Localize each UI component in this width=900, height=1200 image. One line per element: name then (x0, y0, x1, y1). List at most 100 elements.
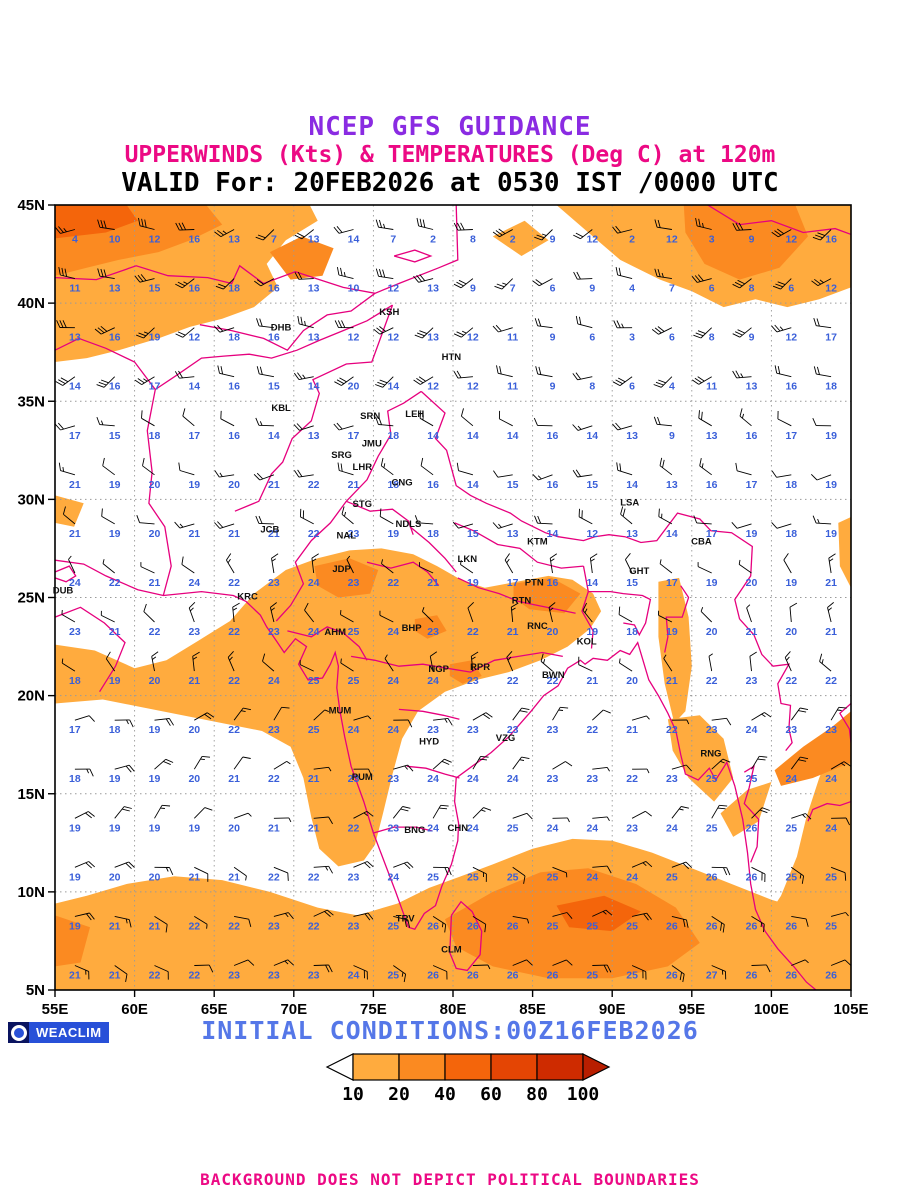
temp-value: 10 (348, 283, 360, 295)
chart-subtitle: UPPERWINDS (Kts) & TEMPERATURES (Deg C) … (124, 142, 776, 168)
temp-value: 23 (467, 675, 479, 687)
wind-barb (731, 522, 752, 529)
temp-value: 21 (507, 626, 519, 638)
temp-value: 25 (547, 871, 559, 883)
wind-barb (193, 807, 213, 819)
temp-value: 12 (785, 234, 797, 246)
colorbar-segment (490, 1053, 538, 1081)
wind-barb (498, 410, 513, 427)
temp-value: 19 (149, 773, 161, 785)
wind-barb (255, 417, 274, 427)
temp-value: 26 (507, 920, 519, 932)
temp-value: 20 (626, 675, 638, 687)
temp-value: 23 (308, 970, 320, 982)
temp-value: 21 (308, 822, 320, 834)
temp-value: 7 (271, 234, 277, 246)
temp-value: 21 (825, 577, 837, 589)
temp-value: 14 (69, 381, 81, 393)
temp-value: 24 (188, 577, 200, 589)
wind-barb (751, 755, 768, 770)
wind-barb (771, 228, 792, 238)
temp-value: 20 (109, 871, 121, 883)
temperature-colorbar: 10 20 40 60 80 100 (325, 1053, 611, 1105)
temp-value: 23 (746, 675, 758, 687)
temp-value: 24 (348, 970, 360, 982)
wind-barb (746, 604, 752, 623)
temp-value: 22 (228, 626, 240, 638)
temp-value: 23 (188, 626, 200, 638)
temp-value: 20 (149, 479, 161, 491)
wind-barb (658, 508, 673, 525)
weaclim-logo-icon (8, 1022, 29, 1043)
wind-barb (273, 866, 289, 881)
wind-barb (192, 651, 200, 672)
background-disclaimer: BACKGROUND DOES NOT DEPICT POLITICAL BOU… (200, 1170, 700, 1189)
temp-value: 21 (586, 675, 598, 687)
wind-barb (373, 326, 394, 335)
station-label: VZG (496, 733, 516, 744)
temp-value: 14 (547, 528, 559, 540)
temp-value: 21 (69, 528, 81, 540)
temp-value: 24 (825, 773, 837, 785)
temp-value: 25 (586, 920, 598, 932)
temp-value: 21 (188, 871, 200, 883)
wind-barb (114, 861, 135, 870)
temp-value: 26 (467, 970, 479, 982)
wind-barb (582, 602, 593, 623)
wind-barb (790, 756, 809, 770)
temp-value: 15 (507, 479, 519, 491)
wind-barb (341, 506, 354, 525)
wind-barb (506, 651, 514, 672)
wind-barb (811, 278, 832, 286)
temp-value: 9 (589, 283, 595, 295)
wind-barb (432, 758, 452, 770)
temp-value: 25 (507, 822, 519, 834)
temp-value: 14 (188, 381, 200, 393)
wind-barb (154, 916, 168, 933)
colorbar-segment (536, 1053, 584, 1081)
station-label: HYD (419, 737, 439, 748)
wind-barb (777, 410, 792, 427)
temp-value: 22 (785, 675, 797, 687)
wind-barb (255, 229, 275, 241)
temp-value: 23 (348, 528, 360, 540)
temp-value: 18 (228, 283, 240, 295)
temp-value: 25 (308, 675, 320, 687)
wind-barb (771, 470, 792, 478)
wind-barb (214, 470, 235, 478)
lon-tick-label: 105E (833, 1001, 868, 1018)
temp-value: 23 (387, 773, 399, 785)
wind-barb (654, 268, 672, 280)
temp-value: 25 (348, 675, 360, 687)
wind-barb (699, 458, 712, 476)
temp-value: 19 (69, 822, 81, 834)
temp-value: 18 (149, 430, 161, 442)
wind-barb (194, 916, 208, 929)
wind-barb (631, 715, 650, 721)
temp-value: 19 (387, 528, 399, 540)
temp-value: 6 (550, 283, 556, 295)
temp-value: 7 (669, 283, 675, 295)
wind-barb (379, 610, 394, 623)
temp-value: 12 (586, 234, 598, 246)
temp-value: 26 (706, 920, 718, 932)
temp-value: 14 (467, 479, 479, 491)
temp-value: 16 (785, 381, 797, 393)
temp-value: 21 (268, 822, 280, 834)
temp-value: 19 (586, 626, 598, 638)
lat-tick-label: 30N (17, 491, 45, 508)
wind-barb (414, 515, 434, 525)
wind-barb (812, 418, 832, 427)
temp-value: 27 (706, 970, 718, 982)
wind-barb (227, 650, 235, 672)
temp-value: 23 (268, 970, 280, 982)
station-label: KSH (379, 307, 399, 318)
wind-barb (102, 457, 115, 476)
wind-barb (783, 553, 792, 574)
temp-value: 18 (785, 479, 797, 491)
wind-barb (273, 959, 295, 966)
temp-value: 17 (706, 528, 718, 540)
wind-barb (772, 278, 792, 290)
temp-value: 21 (228, 528, 240, 540)
